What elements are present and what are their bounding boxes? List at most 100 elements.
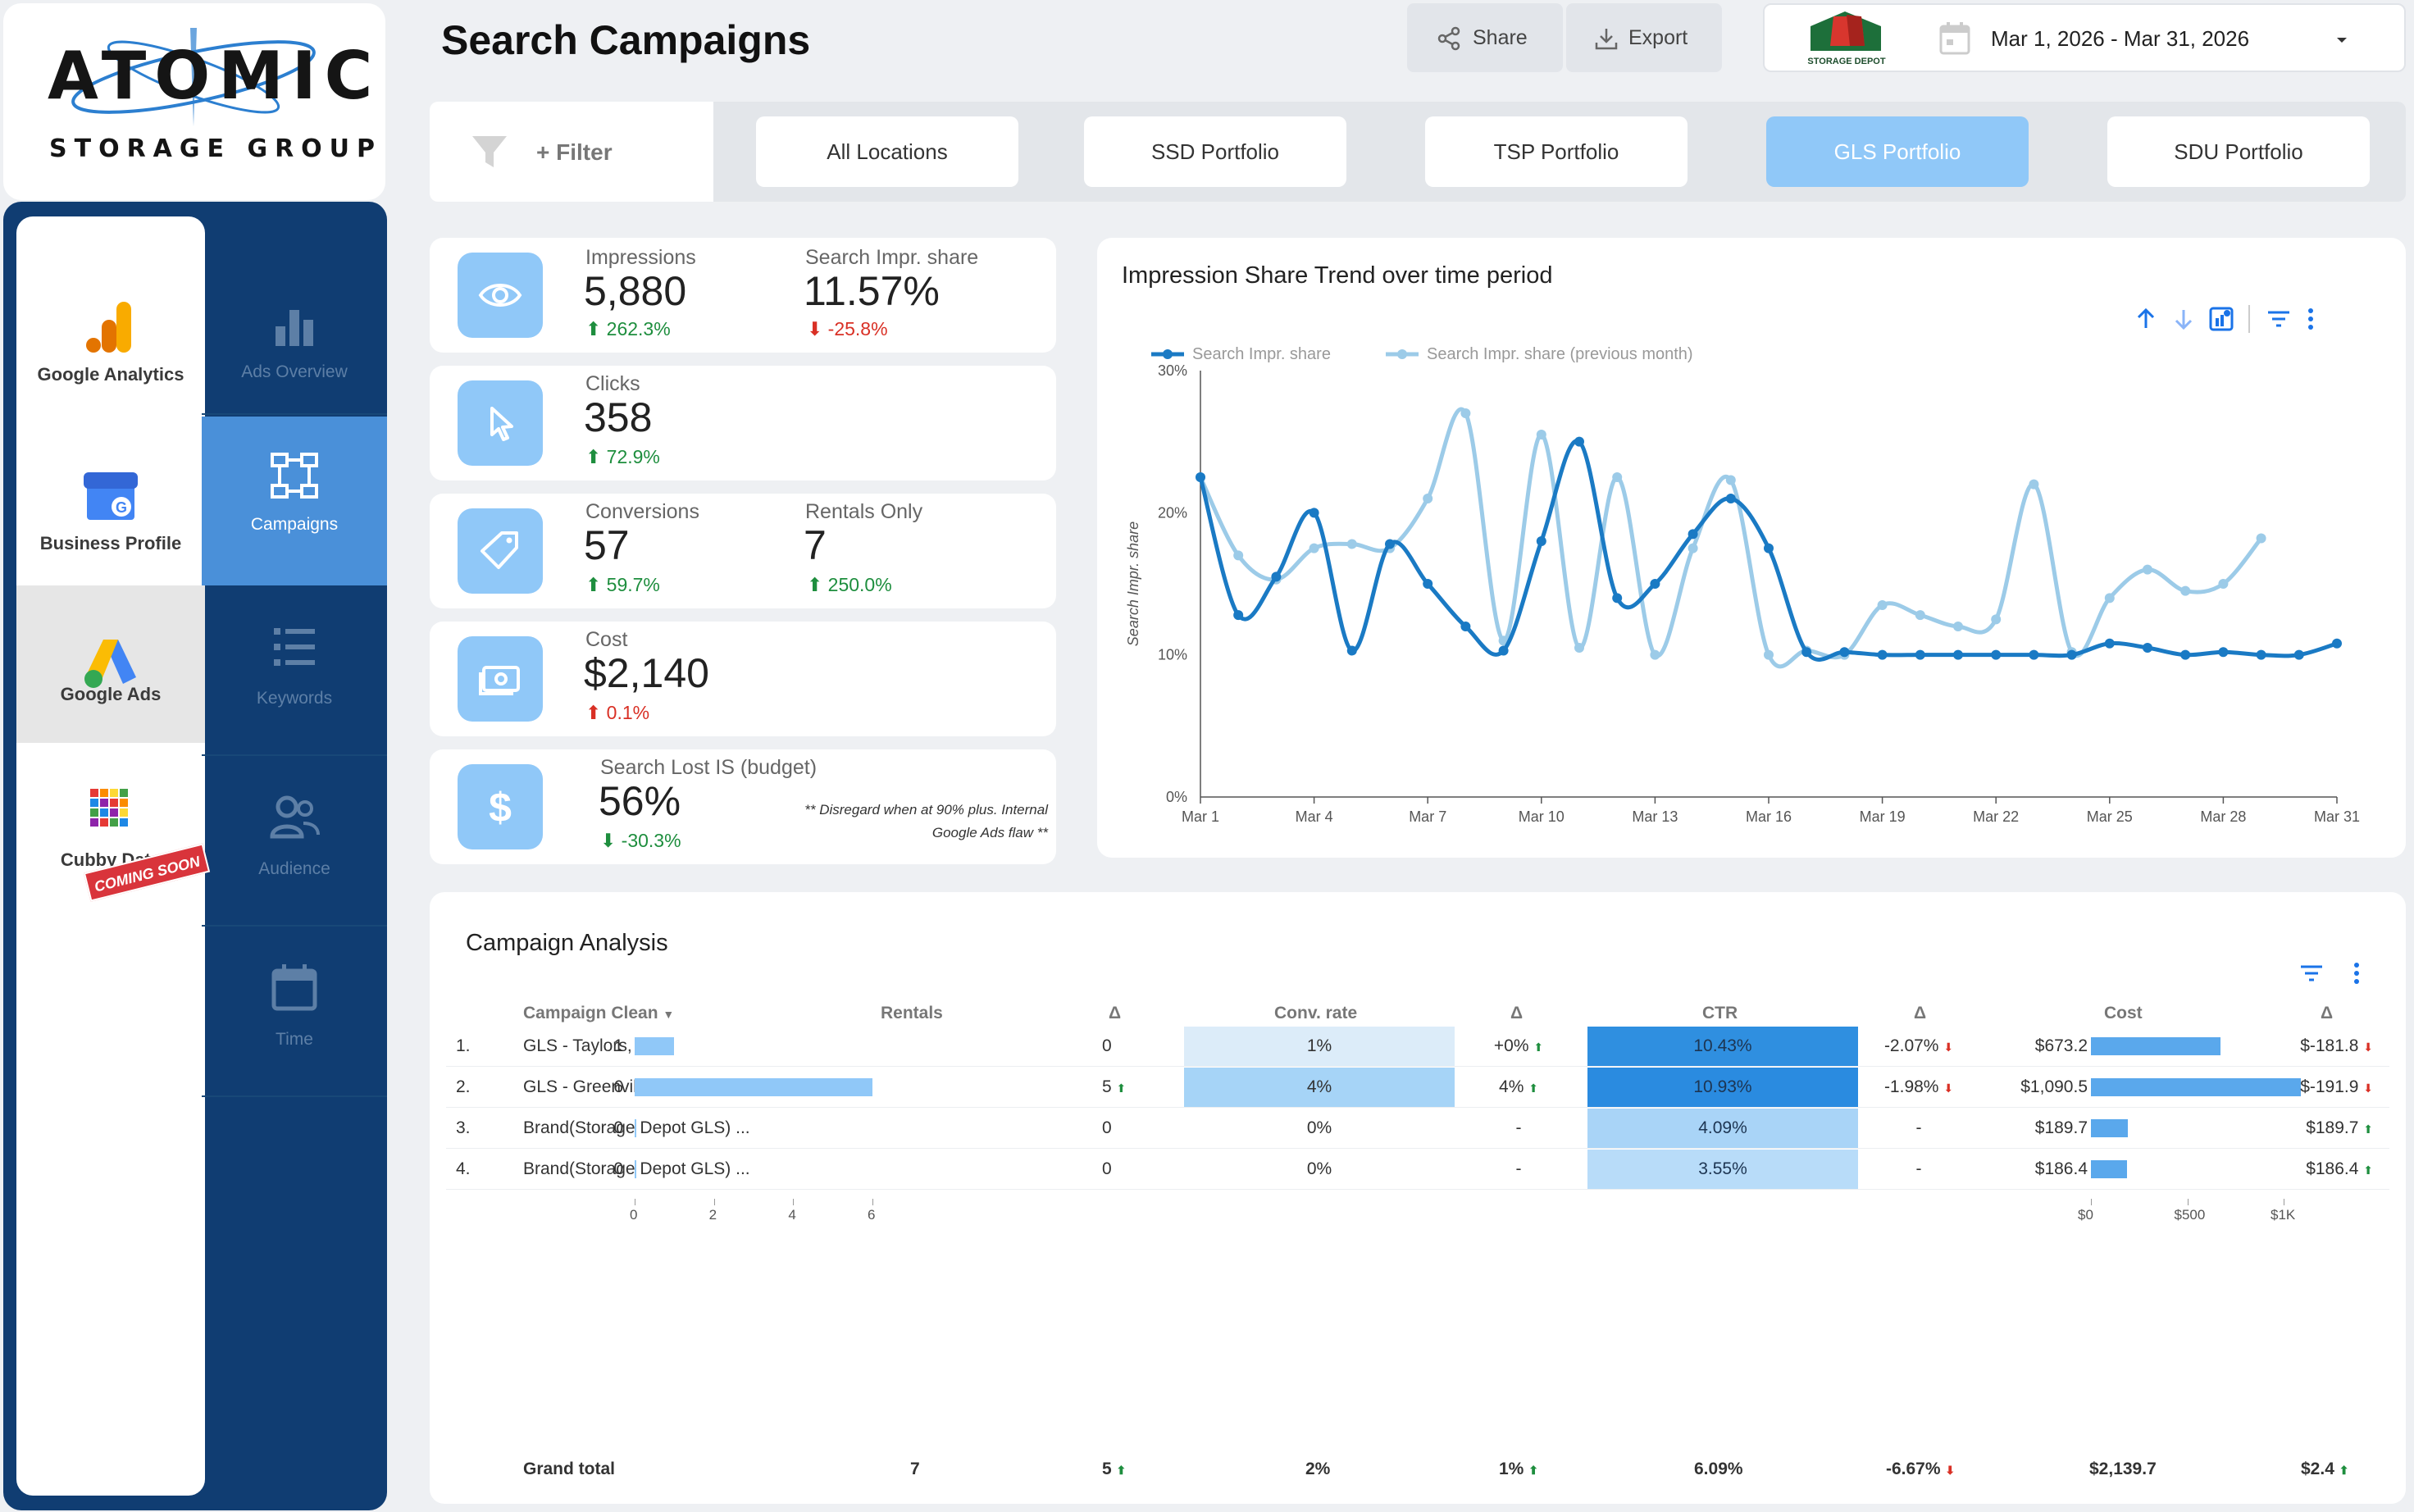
- data-point-current: [1536, 536, 1546, 546]
- kpi-badge: $: [458, 764, 543, 849]
- axis-tick-label: 6: [868, 1207, 876, 1223]
- calendar-icon: [271, 964, 317, 1011]
- nav-campaigns[interactable]: Campaigns: [202, 417, 387, 585]
- nav-time[interactable]: Time: [202, 928, 387, 1097]
- sort-ascending-icon[interactable]: [2132, 305, 2160, 333]
- ctr-delta: -2.07% ⬇: [1883, 1036, 1954, 1055]
- arrow-up-icon: ⬆: [2339, 1464, 2349, 1477]
- y-axis-label: Search Impr. share: [1125, 521, 1141, 646]
- cost-value: $673.2: [2034, 1036, 2088, 1055]
- cost-bar: [2091, 1078, 2302, 1096]
- legend-label: Search Impr. share (previous month): [1427, 345, 1693, 363]
- cursor-icon: [490, 407, 513, 441]
- tab-sdu-portfolio[interactable]: SDU Portfolio: [2107, 116, 2370, 187]
- brand-google-ads[interactable]: Google Ads: [16, 585, 205, 743]
- data-point-current: [2218, 647, 2229, 658]
- sidebar: Google Analytics G Business Profile Goog…: [3, 202, 387, 1510]
- header-conv-rate[interactable]: Conv. rate: [1274, 1004, 1358, 1022]
- cost-delta: $-191.9 ⬇: [2300, 1077, 2373, 1096]
- cost-delta: $189.7 ⬆: [2306, 1118, 2373, 1137]
- data-point-current: [1991, 649, 2002, 660]
- grand-total-rentals: 7: [910, 1460, 920, 1478]
- x-tick-label: Mar 25: [2087, 808, 2133, 825]
- share-button[interactable]: Share: [1407, 3, 1563, 72]
- brand-business-profile[interactable]: G Business Profile: [16, 418, 205, 576]
- more-vert-icon[interactable]: [2302, 305, 2319, 333]
- tab-ssd-portfolio[interactable]: SSD Portfolio: [1084, 116, 1346, 187]
- data-point-current: [1423, 579, 1433, 589]
- export-button[interactable]: Export: [1566, 3, 1722, 72]
- grand-total-ctr: 6.09%: [1694, 1460, 1743, 1478]
- nav-audience[interactable]: Audience: [202, 758, 387, 927]
- kpi-value: 11.57%: [804, 268, 940, 314]
- download-icon: [1595, 29, 1618, 50]
- y-tick-label: 20%: [1158, 504, 1187, 521]
- data-point-current: [2104, 638, 2115, 649]
- export-label: Export: [1628, 26, 1688, 49]
- header-ctr[interactable]: CTR: [1702, 1004, 1738, 1022]
- header-cost[interactable]: Cost: [2104, 1004, 2143, 1022]
- data-point-previous: [1423, 494, 1433, 503]
- grand-total-ctr-delta: -6.67% ⬇: [1886, 1460, 1956, 1478]
- data-point-previous: [1346, 539, 1357, 549]
- data-point-current: [1801, 647, 1812, 658]
- header-rentals[interactable]: Rentals: [881, 1004, 943, 1022]
- date-range-picker[interactable]: STORAGE DEPOT Mar 1, 2026 - Mar 31, 2026: [1763, 3, 2406, 72]
- data-point-current: [2332, 638, 2342, 649]
- chart-drill-icon[interactable]: [2207, 305, 2235, 333]
- data-point-previous: [1650, 649, 1660, 660]
- cost-value: $189.7: [2034, 1118, 2088, 1137]
- tab-tsp-portfolio[interactable]: TSP Portfolio: [1425, 116, 1688, 187]
- header-ctr-delta[interactable]: Δ: [1914, 1004, 1927, 1022]
- add-filter-button[interactable]: + Filter: [430, 102, 713, 202]
- cost-delta: $186.4 ⬆: [2306, 1159, 2373, 1178]
- logo-word: ATOMIC: [48, 38, 381, 114]
- sitemap-icon: [271, 453, 318, 499]
- sort-descending-icon[interactable]: [2170, 305, 2198, 333]
- brand-label: Google Ads: [60, 684, 162, 704]
- axis-tick: [2091, 1199, 2092, 1205]
- business-profile-icon: G: [84, 472, 138, 520]
- tab-all-locations[interactable]: All Locations: [756, 116, 1018, 187]
- impression-share-line-chart: 0% 10% 20% 30% Mar 1 Mar 4 Mar 7 Mar 10 Mar 13 Ma…: [1125, 345, 2360, 825]
- brand-label: Google Analytics: [37, 364, 184, 385]
- data-point-current: [1309, 508, 1319, 518]
- x-tick-label: Mar 16: [1746, 808, 1792, 825]
- kpi-value: $2,140: [584, 650, 709, 696]
- nav-ads-overview[interactable]: Ads Overview: [202, 246, 387, 415]
- data-point-current: [1915, 649, 1925, 660]
- row-divider: [446, 1148, 2389, 1149]
- filter-lines-icon[interactable]: [2265, 305, 2293, 333]
- data-point-current: [1612, 593, 1623, 603]
- filter-lines-icon[interactable]: [2298, 959, 2325, 987]
- more-vert-icon[interactable]: [2348, 959, 2365, 987]
- header-campaign[interactable]: Campaign Clean ▼: [523, 1004, 675, 1022]
- arrow-up-icon: ⬆: [2363, 1123, 2373, 1136]
- campaign-name: Brand(Storage Depot GLS) ...: [523, 1159, 750, 1178]
- ctr-delta: -: [1915, 1159, 1922, 1178]
- share-icon: [1437, 26, 1460, 51]
- rentals-bar: [635, 1037, 675, 1055]
- grand-total-label: Grand total: [523, 1460, 616, 1478]
- nav-keywords[interactable]: Keywords: [202, 587, 387, 756]
- header-cost-delta[interactable]: Δ: [2321, 1004, 2334, 1022]
- chart-title: Impression Share Trend over time period: [1122, 262, 1553, 289]
- client-logo-text: STORAGE DEPOT: [1807, 57, 1885, 66]
- kpi-value: 5,880: [584, 268, 687, 314]
- header-conv-delta[interactable]: Δ: [1510, 1004, 1524, 1022]
- cubby-data-icon: [90, 789, 128, 827]
- brand-google-analytics[interactable]: Google Analytics: [16, 249, 205, 407]
- atom-orbit-icon: [71, 28, 316, 126]
- arrow-up-icon: ⬆: [1116, 1082, 1127, 1095]
- header-rentals-delta[interactable]: Δ: [1109, 1004, 1122, 1022]
- arrow-up-icon: ⬆: [585, 446, 602, 467]
- kpi-value: 57: [584, 522, 630, 568]
- kpi-badge: [458, 380, 543, 466]
- x-tick-label: Mar 1: [1182, 808, 1219, 825]
- tag-icon: [481, 531, 518, 569]
- x-tick-label: Mar 28: [2200, 808, 2246, 825]
- axis-tick-label: $1K: [2271, 1207, 2296, 1223]
- tab-gls-portfolio[interactable]: GLS Portfolio: [1766, 116, 2029, 187]
- data-point-current: [1271, 572, 1282, 582]
- rentals-bar: [635, 1078, 872, 1096]
